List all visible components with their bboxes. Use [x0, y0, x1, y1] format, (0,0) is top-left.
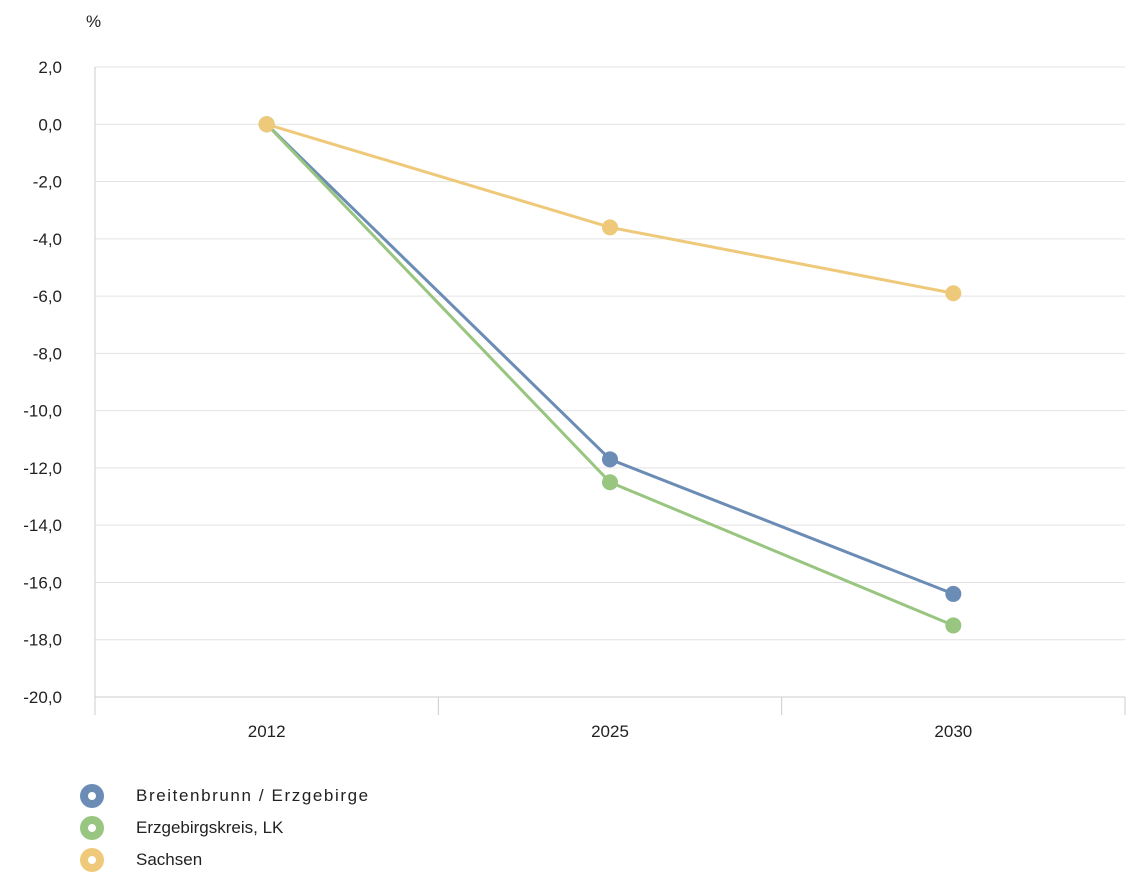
axes: [94, 67, 1126, 715]
series-lines: [258, 116, 962, 634]
y-tick-label: 2,0: [38, 58, 62, 77]
data-point[interactable]: [945, 585, 962, 602]
grid-lines: [95, 66, 1125, 641]
data-point[interactable]: [602, 474, 618, 491]
legend-item-breitenbrunn[interactable]: Breitenbrunn / Erzgebirge: [80, 780, 370, 812]
series-line: [266, 122, 954, 295]
data-point[interactable]: [602, 451, 618, 468]
data-point[interactable]: [945, 617, 962, 634]
data-point[interactable]: [258, 116, 275, 133]
x-tick-label: 2012: [248, 722, 286, 741]
y-tick-label: -14,0: [23, 516, 62, 535]
series-line: [265, 123, 954, 596]
y-tick-label: -20,0: [23, 688, 62, 707]
legend-marker-icon: [80, 848, 104, 872]
legend: Breitenbrunn / Erzgebirge Erzgebirgskrei…: [80, 780, 370, 876]
legend-label: Sachsen: [136, 850, 203, 869]
x-axis-tick-labels: 2012 2025 2030: [248, 722, 972, 741]
y-tick-label: -4,0: [33, 230, 62, 249]
y-tick-label: -6,0: [33, 287, 62, 306]
y-tick-label: -16,0: [23, 573, 62, 592]
legend-item-erzgebirgskreis[interactable]: Erzgebirgskreis, LK: [80, 812, 370, 844]
y-tick-label: -18,0: [23, 631, 62, 650]
y-tick-label: -10,0: [23, 402, 62, 421]
legend-label: Erzgebirgskreis, LK: [136, 818, 284, 837]
legend-marker-icon: [80, 784, 104, 808]
data-point[interactable]: [602, 219, 618, 236]
data-point[interactable]: [945, 285, 962, 302]
x-tick-label: 2025: [591, 722, 629, 741]
series-line: [265, 123, 954, 627]
y-tick-label: 0,0: [38, 115, 62, 134]
y-axis-unit-label: %: [86, 12, 101, 31]
line-chart: % 2,0 0,0 -2,0 -4,0 -6,0 -8,0 -10,0 -12,0 -14,0 -…: [23, 12, 1126, 741]
y-tick-label: -2,0: [33, 173, 62, 192]
y-tick-label: -8,0: [33, 344, 62, 363]
x-tick-label: 2030: [934, 722, 972, 741]
y-tick-label: -12,0: [23, 459, 62, 478]
legend-label: Breitenbrunn / Erzgebirge: [136, 786, 370, 805]
legend-item-sachsen[interactable]: Sachsen: [80, 844, 370, 876]
legend-marker-icon: [80, 816, 104, 840]
y-axis-tick-labels: 2,0 0,0 -2,0 -4,0 -6,0 -8,0 -10,0 -12,0 -14,0 -16…: [23, 58, 62, 707]
